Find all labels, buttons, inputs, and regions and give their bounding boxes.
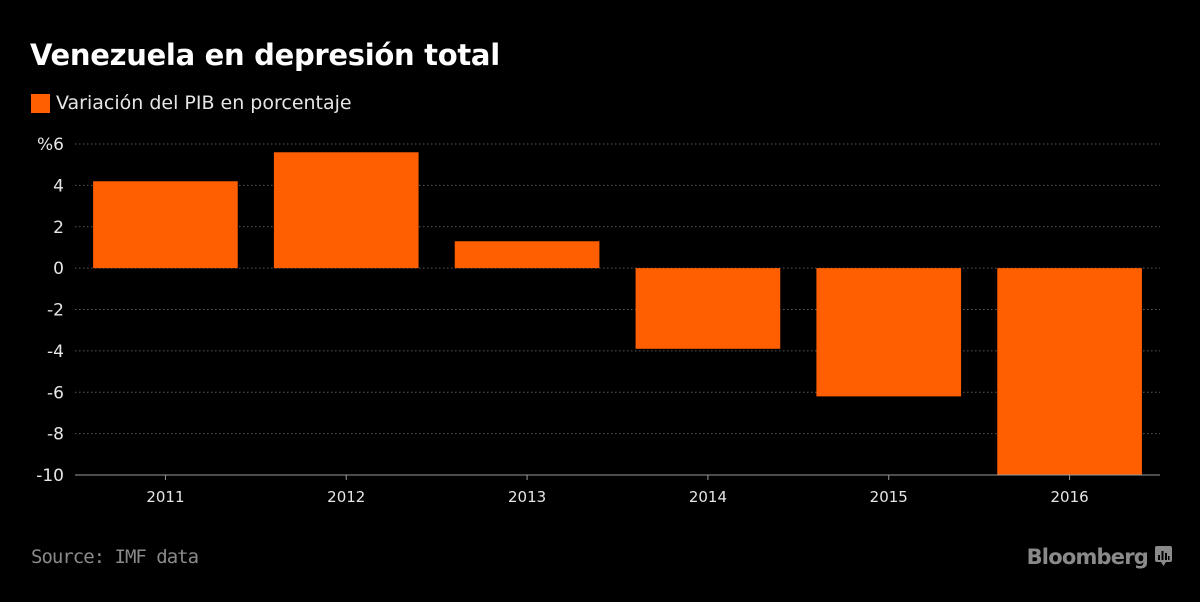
legend-swatch: [31, 93, 50, 113]
bar-2015: [816, 268, 962, 397]
grid-lines: [75, 143, 1160, 435]
bar-2016: [997, 268, 1142, 475]
x-tick-label: 2012: [327, 488, 365, 506]
x-tick-label: 2015: [870, 488, 908, 506]
y-tick-label: -8: [47, 425, 64, 445]
y-tick-label: 0: [53, 259, 64, 279]
y-axis-labels: %6 4 2 0 -2 -4 -6 -8 -10: [36, 135, 64, 486]
x-tick-label: 2013: [508, 488, 546, 506]
x-tick-label: 2011: [146, 488, 184, 506]
bar-2011: [93, 181, 238, 269]
chart-title: Venezuela en depresión total: [30, 38, 500, 72]
x-tick-label: 2016: [1050, 488, 1088, 506]
y-tick-label: -10: [36, 466, 64, 486]
x-tick-label: 2014: [689, 488, 727, 506]
y-tick-label: -4: [47, 342, 64, 362]
bar-2014: [635, 268, 781, 349]
legend-label: Variación del PIB en porcentaje: [56, 92, 352, 114]
source-note: Source: IMF data: [31, 546, 199, 568]
bloomberg-chart-icon: [1155, 546, 1172, 566]
y-tick-label: 2: [53, 218, 64, 238]
bloomberg-logo: Bloomberg: [1026, 545, 1149, 569]
x-axis: [75, 474, 1160, 480]
y-tick-label: -6: [47, 383, 64, 403]
bar-2013: [454, 241, 600, 269]
y-tick-label: 4: [53, 176, 64, 196]
legend: Variación del PIB en porcentaje: [31, 92, 352, 114]
y-tick-label: -2: [47, 301, 64, 321]
bars: [93, 152, 1142, 475]
y-tick-label: %6: [37, 135, 64, 155]
bar-2012: [273, 152, 419, 269]
x-axis-labels: 2011 2012 2013 2014 2015 2016: [146, 488, 1088, 506]
